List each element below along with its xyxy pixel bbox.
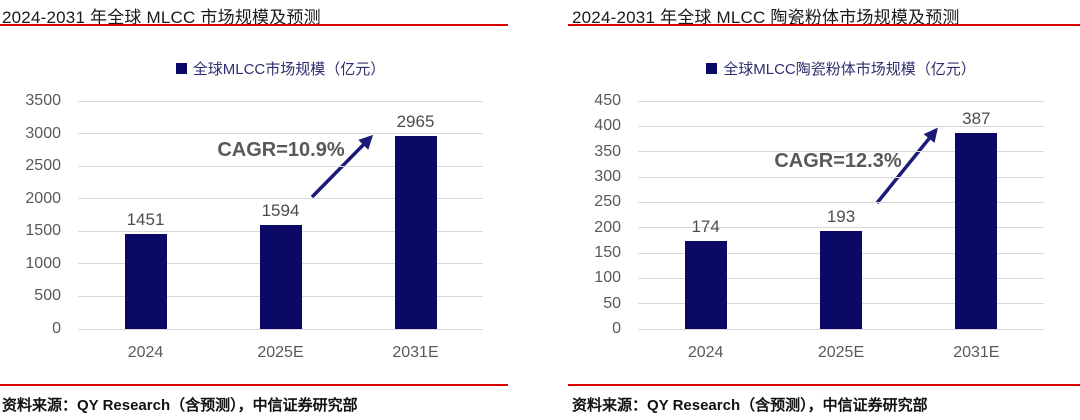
bar: [124, 234, 167, 329]
chart-panel-mlcc-market: 2024-2031 年全球 MLCC 市场规模及预测 全球MLCC市场规模（亿元…: [0, 8, 508, 414]
bar-value-label: 193: [826, 207, 856, 227]
bar-value-label: 387: [962, 108, 991, 128]
legend-swatch-icon: [706, 63, 718, 74]
source-note: 资料来源：QY Research（含预测），中信证券研究部: [2, 397, 358, 414]
legend-label: 全球MLCC市场规模（亿元）: [192, 61, 386, 78]
footer-rule: [568, 384, 1080, 386]
bar-value-label: 1451: [126, 210, 165, 230]
bar: [259, 225, 302, 329]
y-axis-tick-label: 0: [52, 320, 61, 337]
x-axis-tick-label: 2025E: [257, 344, 304, 361]
title-underline-rule: [0, 24, 508, 26]
bar-value-label: 174: [691, 216, 720, 236]
gridline: [638, 125, 1044, 127]
bar-value-label: 2965: [396, 111, 435, 131]
gridline: [638, 328, 1044, 330]
y-axis-tick-label: 100: [594, 269, 621, 287]
gridline: [78, 328, 483, 330]
gridline: [78, 133, 483, 135]
bar: [684, 240, 727, 329]
bar: [955, 132, 998, 329]
gridline: [78, 100, 483, 102]
cagr-annotation: CAGR=10.9%: [217, 139, 345, 161]
chart-panel-mlcc-ceramic-powder-market: 2024-2031 年全球 MLCC 陶瓷粉体市场规模及预测 全球MLCC陶瓷粉…: [540, 0, 1080, 420]
legend-swatch-icon: [175, 63, 187, 74]
chart-title: 2024-2031 年全球 MLCC 陶瓷粉体市场规模及预测: [572, 8, 960, 27]
y-axis-tick-label: 150: [594, 244, 621, 261]
y-axis-tick-label: 300: [594, 168, 621, 185]
cagr-annotation: CAGR=12.3%: [774, 150, 902, 172]
legend-label: 全球MLCC陶瓷粉体市场规模（亿元）: [723, 61, 976, 78]
gridline: [78, 198, 483, 200]
y-axis-tick-label: 2000: [25, 189, 61, 207]
chart-title: 2024-2031 年全球 MLCC 市场规模及预测: [2, 8, 321, 27]
chart-legend: 全球MLCC市场规模（亿元）: [78, 58, 483, 79]
title-underline-rule: [568, 24, 1080, 26]
y-axis-tick-label: 350: [594, 142, 621, 160]
x-axis-tick-label: 2025E: [817, 344, 865, 361]
source-note: 资料来源：QY Research（含预测），中信证券研究部: [572, 397, 928, 414]
chart-legend: 全球MLCC陶瓷粉体市场规模（亿元）: [638, 58, 1044, 79]
x-axis-tick-label: 2031E: [953, 344, 1000, 361]
y-axis-tick-label: 3500: [25, 92, 61, 109]
gridline: [78, 165, 483, 167]
y-axis-tick-label: 1000: [25, 254, 61, 272]
gridline: [638, 151, 1044, 153]
gridline: [638, 201, 1044, 203]
gridline: [638, 227, 1044, 229]
y-axis-tick-label: 1500: [25, 222, 61, 240]
footer-rule: [0, 384, 508, 386]
y-axis-tick-label: 450: [594, 92, 621, 109]
y-axis-tick-label: 0: [612, 320, 621, 337]
bar: [394, 135, 437, 329]
y-axis-tick-label: 200: [594, 218, 621, 236]
y-axis-tick-label: 500: [34, 287, 61, 305]
bar-value-label: 1594: [261, 201, 300, 221]
y-axis-tick-label: 250: [594, 193, 621, 211]
gridline: [638, 176, 1044, 178]
x-axis-tick-label: 2031E: [392, 344, 439, 361]
y-axis-tick-label: 400: [594, 117, 621, 135]
x-axis-tick-label: 2024: [127, 344, 164, 361]
x-axis-tick-label: 2024: [687, 344, 724, 361]
y-axis-tick-label: 3000: [25, 124, 61, 142]
y-axis-tick-label: 2500: [25, 157, 61, 175]
gridline: [638, 100, 1044, 102]
y-axis-tick-label: 50: [603, 294, 621, 312]
bar: [820, 231, 862, 329]
